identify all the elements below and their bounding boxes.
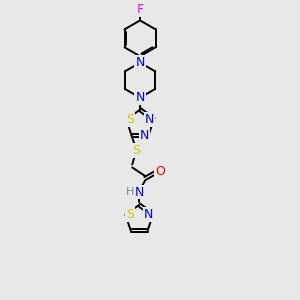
Text: N: N — [140, 129, 149, 142]
Text: O: O — [155, 165, 165, 178]
Text: N: N — [135, 56, 145, 69]
Text: H: H — [126, 187, 135, 197]
Text: N: N — [144, 208, 154, 221]
Text: N: N — [135, 91, 145, 104]
Text: N: N — [145, 113, 154, 126]
Text: S: S — [126, 113, 134, 126]
Text: N: N — [134, 186, 144, 199]
Text: S: S — [132, 144, 140, 157]
Text: S: S — [126, 208, 134, 221]
Text: F: F — [136, 3, 144, 16]
